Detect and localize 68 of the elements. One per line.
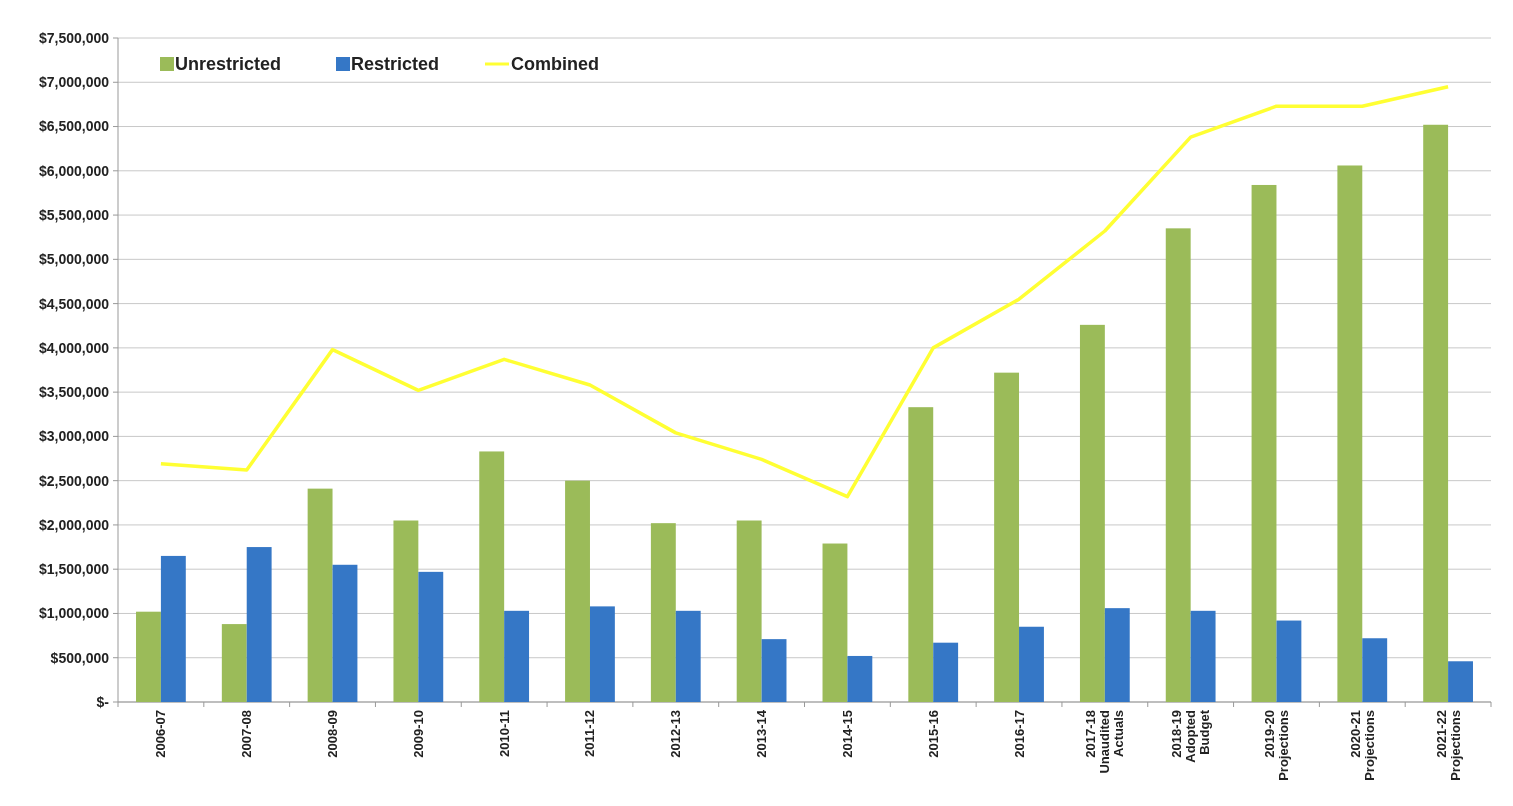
bar: [933, 642, 959, 702]
bar: [650, 523, 676, 702]
y-tick-label: $7,500,000: [38, 29, 110, 46]
bar: [1251, 184, 1277, 702]
x-tick-label: 2019-20 Projections: [1261, 710, 1291, 781]
bar: [761, 639, 787, 702]
x-tick-label: 2006-07: [153, 710, 169, 758]
bar: [1190, 610, 1216, 702]
x-tick-label: 2010-11: [496, 710, 512, 757]
y-tick-label: $3,000,000: [38, 428, 110, 445]
x-tick-label: 2008-09: [325, 710, 341, 758]
y-tick-label: $4,000,000: [38, 339, 110, 356]
bar: [908, 407, 934, 702]
y-tick-label: $-: [96, 693, 110, 710]
bar: [136, 611, 161, 702]
bar: [307, 488, 333, 702]
bar: [736, 520, 762, 702]
x-tick-label: 2018-19 Adopted Budget: [1169, 709, 1213, 763]
x-tick-label: 2016-17: [1011, 710, 1027, 758]
x-tick-label: 2011-12: [582, 710, 598, 757]
bar: [504, 610, 530, 702]
y-tick-label: $2,000,000: [38, 516, 110, 533]
x-tick-label: 2021-22 Projections: [1433, 710, 1463, 781]
bar: [479, 451, 505, 702]
y-tick-label: $2,500,000: [38, 472, 110, 489]
x-tick-label: 2020-21 Projections: [1347, 710, 1377, 781]
bar: [822, 543, 848, 702]
bar: [393, 520, 419, 702]
bar: [994, 372, 1020, 702]
bar: [332, 564, 358, 702]
bar: [418, 571, 444, 702]
y-tick-label: $1,000,000: [38, 605, 110, 622]
y-tick-label: $500,000: [50, 649, 110, 666]
bar: [246, 547, 272, 702]
bar: [675, 610, 701, 702]
x-tick-label: 2009-10: [410, 710, 426, 758]
x-tick-label: 2015-16: [925, 710, 941, 758]
bar: [1104, 608, 1130, 702]
bar: [1276, 620, 1302, 702]
y-tick-label: $4,500,000: [38, 295, 110, 312]
legend-label: Combined: [511, 54, 599, 74]
bar: [1448, 661, 1473, 702]
y-tick-label: $3,500,000: [38, 384, 110, 401]
x-tick-label: 2007-08: [239, 710, 255, 758]
bar: [1165, 228, 1191, 702]
x-tick-label: 2017-18 Unaudited Actuals: [1083, 709, 1127, 774]
x-tick-label: 2014-15: [839, 710, 855, 758]
bar: [1079, 324, 1105, 702]
x-tick-label: 2013-14: [754, 709, 770, 758]
bar: [565, 480, 590, 702]
x-tick-label: 2012-13: [668, 710, 684, 758]
bar: [221, 624, 247, 702]
y-tick-label: $6,000,000: [38, 162, 110, 179]
bar: [1337, 165, 1363, 702]
bar: [589, 606, 615, 702]
y-tick-label: $1,500,000: [38, 561, 110, 578]
y-tick-label: $5,000,000: [38, 251, 110, 268]
bar: [1362, 638, 1388, 702]
legend-label: Restricted: [351, 54, 440, 74]
line-series: [159, 84, 1450, 499]
y-tick-label: $5,500,000: [38, 206, 110, 223]
legend-label: Unrestricted: [175, 54, 282, 74]
bar: [160, 555, 186, 702]
bar: [1423, 124, 1449, 702]
y-tick-label: $6,500,000: [38, 118, 110, 135]
bar: [847, 655, 873, 702]
bar: [1019, 626, 1044, 702]
y-tick-label: $7,000,000: [38, 74, 110, 91]
